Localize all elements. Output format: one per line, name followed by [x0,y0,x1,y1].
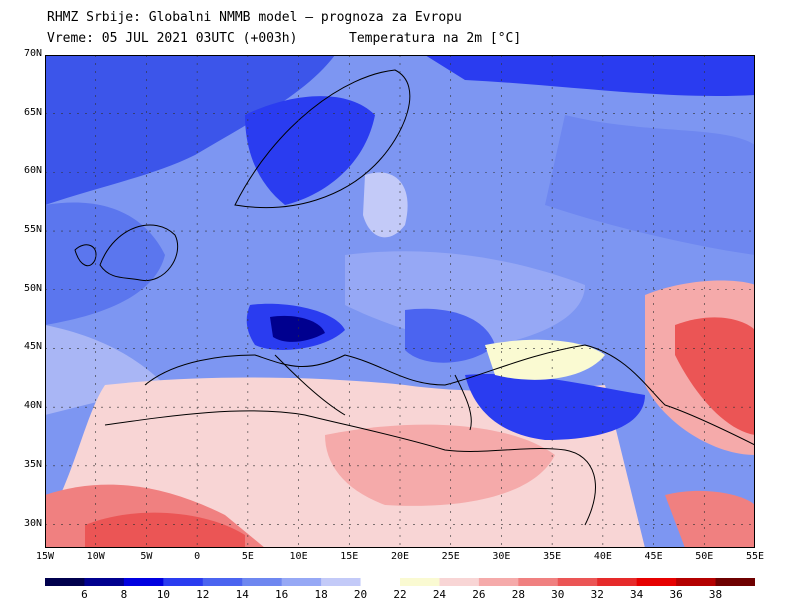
legend-label: 38 [708,588,723,601]
legend-swatch [597,578,638,586]
lon-label: 15W [35,551,55,562]
legend-swatch [84,578,125,586]
legend-label: 24 [432,588,447,601]
legend-swatch [202,578,243,586]
legend-swatch [163,578,204,586]
legend-label: 28 [511,588,525,601]
legend-label: 12 [196,588,210,601]
legend-label: 10 [156,588,170,601]
lon-label: 0 [194,551,201,562]
legend-label: 20 [353,588,368,601]
lon-label: 25E [441,551,460,562]
lat-label: 40N [23,400,42,412]
legend-swatch [676,578,717,586]
legend-label: 22 [393,588,407,601]
legend-label: 32 [590,588,604,601]
legend-swatch [439,578,480,586]
lat-label: 70N [23,48,42,59]
lat-label: 65N [23,106,42,118]
lon-label: 5W [140,551,153,562]
lat-label: 55N [23,224,42,236]
lat-label: 35N [23,458,42,470]
lon-label: 50E [695,551,714,562]
temperature-map [45,55,755,548]
legend-label: 34 [630,588,644,601]
valid-time: Vreme: 05 JUL 2021 03UTC (+003h) Temperat… [47,31,521,46]
lon-label: 20E [390,551,410,562]
lon-label: 40E [593,551,612,562]
lat-label: 50N [23,282,42,294]
legend-label: 36 [669,588,683,601]
lon-label: 35E [543,551,562,562]
lat-label: 60N [23,165,42,177]
legend-label: 16 [275,588,289,601]
legend-label: 30 [551,588,565,601]
legend-label: 14 [235,588,249,601]
temperature-field [45,55,755,548]
legend-label: 8 [120,588,128,601]
lon-label: 45E [644,551,663,562]
legend-label: 6 [81,588,88,601]
lon-label: 10E [289,551,308,562]
legend-swatch [557,578,598,586]
lat-label: 45N [23,341,42,353]
map-title: RHMZ Srbije: Globalni NMMB model — progn… [47,10,462,25]
legend-swatch [242,578,283,586]
legend-label: 26 [472,588,486,601]
legend-swatch [321,578,362,586]
map-frame [45,55,755,548]
lon-label: 55E [745,551,765,562]
legend-swatch [636,578,677,586]
legend-label: 18 [314,588,328,601]
legend-swatch [281,578,322,586]
field-name: Temperatura na 2m [°C] [349,31,522,46]
legend-swatch [123,578,164,586]
lon-label: 15E [340,551,359,562]
legend-swatch [518,578,559,586]
legend-swatch [715,578,755,586]
valid-time-text: Vreme: 05 JUL 2021 03UTC (+003h) [47,31,298,46]
lon-label: 30E [492,551,511,562]
legend-swatch [478,578,519,586]
legend-swatch [360,578,401,586]
lat-label: 30N [23,517,42,529]
lon-label: 10W [86,551,105,562]
color-legend [45,578,755,586]
legend-swatch [400,578,440,586]
legend-swatch [45,578,85,586]
lon-label: 5E [241,551,254,562]
